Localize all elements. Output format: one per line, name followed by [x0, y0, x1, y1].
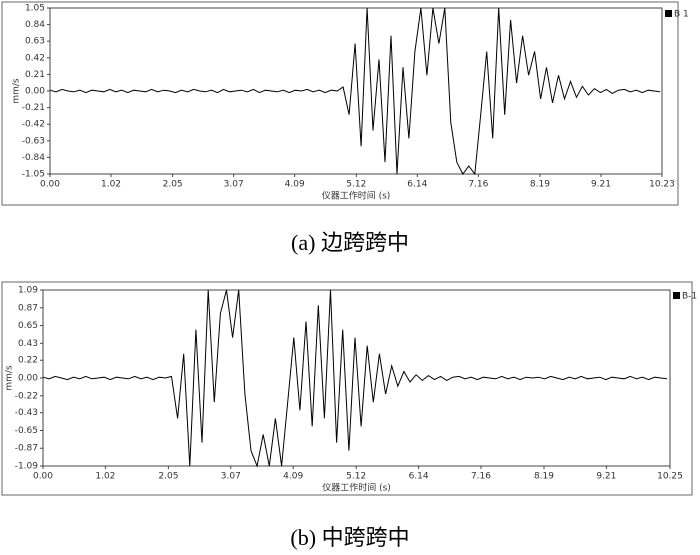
x-tick-label: 2.05: [163, 180, 183, 190]
x-axis-label: 仪器工作时间 (s): [322, 482, 391, 494]
x-tick-label: 4.09: [285, 180, 305, 190]
x-tick-label: 8.19: [530, 180, 550, 190]
y-tick-label: -1.05: [22, 170, 45, 180]
y-tick-label: 0.00: [25, 87, 45, 97]
x-tick-label: 7.16: [471, 472, 491, 482]
x-tick-label: 1.02: [95, 472, 115, 482]
x-axis-label: 仪器工作时间 (s): [322, 190, 391, 202]
y-tick-label: 0.21: [25, 70, 45, 80]
y-tick-label: -0.43: [15, 408, 38, 418]
x-tick-label: 7.16: [468, 180, 488, 190]
y-tick-label: 0.43: [18, 339, 38, 349]
y-tick-label: 0.42: [25, 53, 45, 63]
x-tick-label: 2.05: [158, 472, 178, 482]
y-tick-label: 0.65: [18, 321, 38, 331]
y-tick-label: 0.63: [25, 37, 45, 47]
y-tick-label: 0.22: [18, 356, 38, 366]
legend-swatch: [673, 292, 680, 299]
chart-frame: [1, 1, 679, 206]
caption: (b) 中跨跨中: [290, 525, 409, 550]
x-tick-label: 3.07: [221, 472, 241, 482]
y-tick-label: 0.00: [18, 374, 38, 384]
y-tick-label: -1.09: [15, 462, 39, 472]
y-tick-label: -0.22: [15, 391, 38, 401]
y-tick-label: 0.84: [25, 20, 45, 30]
y-tick-label: -0.63: [22, 136, 45, 146]
y-tick-label: 1.05: [25, 4, 45, 14]
x-tick-label: 0.00: [40, 180, 60, 190]
x-tick-label: 0.00: [33, 472, 53, 482]
x-tick-label: 1.02: [101, 180, 121, 190]
x-tick-label: 9.21: [596, 472, 616, 482]
x-tick-label: 9.21: [591, 180, 611, 190]
y-tick-label: -0.65: [15, 426, 38, 436]
caption: (a) 边跨跨中: [291, 230, 409, 255]
x-tick-label: 10.23: [649, 180, 675, 190]
signal-line: [42, 289, 667, 468]
x-tick-label: 4.09: [283, 472, 303, 482]
legend-label: B-1: [682, 292, 697, 302]
legend-label: B 1: [674, 10, 689, 20]
y-tick-label: -0.87: [15, 444, 38, 454]
x-tick-label: 3.07: [224, 180, 244, 190]
y-tick-label: 1.09: [18, 286, 38, 296]
y-tick-label: 0.87: [18, 303, 38, 313]
y-tick-label: -0.84: [22, 153, 46, 163]
y-axis-label: mm/s: [12, 78, 22, 104]
x-tick-label: 6.14: [409, 472, 429, 482]
y-tick-label: -0.42: [22, 120, 45, 130]
y-axis-label: mm/s: [5, 365, 15, 391]
x-tick-label: 6.14: [407, 180, 427, 190]
x-tick-label: 10.25: [657, 472, 683, 482]
signal-line: [49, 7, 661, 176]
x-tick-label: 5.12: [346, 180, 366, 190]
x-tick-label: 5.12: [346, 472, 366, 482]
chart-frame: [1, 281, 693, 496]
legend-swatch: [665, 10, 672, 17]
y-tick-label: -0.21: [22, 103, 45, 113]
x-tick-label: 8.19: [534, 472, 554, 482]
